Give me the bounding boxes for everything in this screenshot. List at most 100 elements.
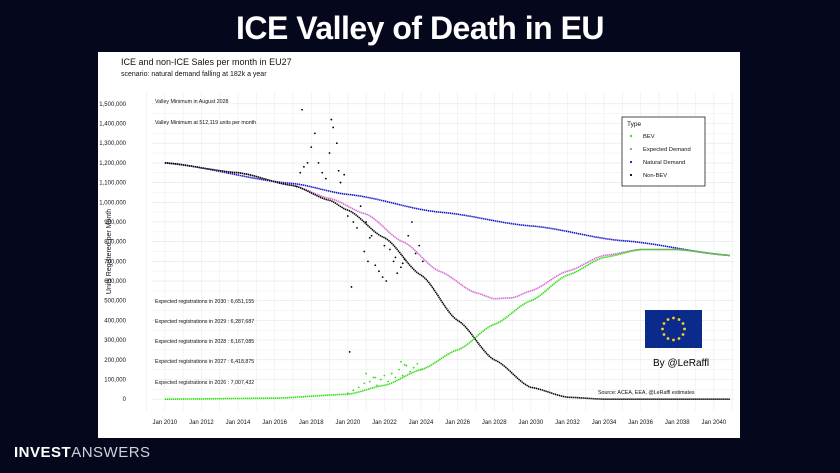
flag-star — [672, 338, 675, 342]
observed-non-bev-point — [321, 171, 324, 174]
observed-bev-point — [372, 376, 375, 379]
observed-non-bev-point — [313, 132, 316, 135]
y-tick-label: 100,000 — [104, 377, 126, 383]
observed-bev-point — [365, 372, 368, 375]
chart-subtitle: scenario: natural demand falling at 182k… — [121, 71, 267, 78]
annotation-valley-date: Valley Minimum in August 2028 — [155, 99, 229, 105]
y-tick-label: 1,400,000 — [99, 122, 126, 128]
observed-non-bev-point — [394, 256, 397, 259]
flag-star — [666, 318, 670, 321]
observed-non-bev-point — [396, 272, 399, 275]
legend-entry: BEV — [643, 134, 655, 140]
observed-non-bev-point — [348, 351, 351, 353]
observed-bev-point — [416, 362, 419, 365]
observed-bev-point — [405, 364, 408, 367]
legend-entry: Expected Demand — [643, 147, 691, 153]
y-tick-label: 700,000 — [104, 259, 126, 265]
x-tick-label: Jan 2028 — [482, 420, 507, 426]
y-tick-label: 600,000 — [104, 279, 126, 285]
eu-flag-icon — [645, 310, 702, 348]
chart-svg: 0 100,000 200,000 300,000 400,000 500,000 600,… — [99, 57, 734, 426]
observed-non-bev-point — [346, 215, 349, 217]
observed-non-bev-point — [328, 152, 331, 154]
observed-bev-point — [400, 360, 402, 363]
y-tick-label: 500,000 — [104, 299, 126, 305]
observed-bev-point — [403, 363, 406, 366]
investanswers-logo: INVESTANSWERS — [14, 444, 151, 461]
annotation-source: Source: ACEA, EEA, @LeRaffl estimates — [598, 390, 695, 396]
x-tick-label: Jan 2022 — [372, 420, 397, 426]
legend-entry: Natural Demand — [643, 160, 685, 166]
observed-non-bev-point — [295, 185, 298, 188]
y-tick-label: 1,300,000 — [99, 141, 126, 147]
y-tick-label: 900,000 — [104, 220, 126, 226]
annotation-expected-registrations: Expected registrations in 2028 : 6,167,0… — [155, 339, 254, 345]
flag-star — [672, 316, 675, 320]
y-tick-label: 800,000 — [104, 240, 126, 246]
x-tick-label: Jan 2014 — [226, 420, 251, 426]
observed-non-bev-point — [421, 260, 424, 263]
observed-bev-point — [420, 368, 422, 371]
observed-bev-point — [383, 374, 386, 377]
x-tick-label: Jan 2026 — [445, 420, 470, 426]
x-tick-label: Jan 2034 — [592, 420, 617, 426]
legend-entry: Non-BEV — [643, 173, 667, 179]
flag-star — [677, 337, 681, 340]
observed-non-bev-point — [378, 270, 380, 273]
annotation-valley-units: Valley Minimum at 512,119 units per mont… — [155, 120, 256, 126]
observed-non-bev-point — [410, 221, 413, 223]
legend-swatch — [629, 160, 633, 164]
observed-bev-point — [401, 374, 404, 377]
legend-title: Type — [627, 121, 641, 128]
observed-non-bev-point — [359, 205, 362, 208]
observed-non-bev-point — [299, 171, 302, 174]
y-tick-label: 200,000 — [104, 358, 126, 364]
observed-bev-point — [352, 389, 355, 392]
observed-non-bev-point — [356, 226, 358, 229]
x-tick-label: Jan 2036 — [628, 420, 653, 426]
observed-non-bev-point — [370, 234, 373, 237]
y-tick-label: 1,000,000 — [99, 200, 126, 206]
flag-star — [677, 318, 681, 321]
legend-swatch — [629, 147, 633, 151]
y-tick-label: 1,200,000 — [99, 161, 126, 167]
legend-box — [621, 116, 706, 187]
observed-bev-point — [376, 384, 379, 387]
observed-bev-point — [357, 386, 360, 389]
legend-swatch — [629, 173, 633, 177]
legend-swatch — [629, 134, 633, 138]
observed-non-bev-point — [385, 280, 388, 282]
annotation-expected-registrations: Expected registrations in 2026 : 7,007,4… — [155, 380, 254, 386]
logo-part-2: ANSWERS — [71, 444, 151, 461]
observed-non-bev-point — [306, 161, 309, 164]
annotation-expected-registrations: Expected registrations in 2027 : 6,418,8… — [155, 359, 254, 365]
y-tick-label: 1,100,000 — [99, 181, 126, 187]
byline: By @LeRaffl — [653, 358, 710, 369]
series-bev — [164, 248, 730, 400]
observed-non-bev-point — [374, 264, 377, 267]
observed-non-bev-point — [392, 260, 395, 263]
observed-bev-point — [412, 366, 415, 369]
observed-bev-point — [346, 392, 349, 395]
observed-non-bev-point — [418, 244, 421, 247]
observed-non-bev-point — [389, 248, 391, 251]
logo-part-1: INVEST — [14, 444, 72, 461]
flag-star — [662, 322, 666, 325]
flag-star — [662, 333, 666, 336]
observed-non-bev-point — [367, 260, 369, 263]
observed-bev-point — [363, 382, 366, 385]
observed-non-bev-point — [339, 181, 342, 184]
observed-non-bev-point — [335, 142, 338, 145]
flag-star — [681, 322, 685, 325]
x-tick-label: Jan 2010 — [152, 420, 177, 426]
y-tick-label: 1,500,000 — [99, 102, 126, 108]
x-tick-label: Jan 2024 — [409, 420, 434, 426]
observed-bev-point — [374, 376, 377, 379]
observed-bev-point — [368, 380, 371, 383]
y-tick-label: 300,000 — [104, 338, 126, 344]
observed-non-bev-point — [310, 146, 313, 149]
x-tick-label: Jan 2030 — [518, 420, 543, 426]
y-axis-label: Units Registered per Month — [106, 209, 113, 294]
y-tick-label: 0 — [123, 397, 127, 403]
x-tick-label: Jan 2012 — [189, 420, 214, 426]
